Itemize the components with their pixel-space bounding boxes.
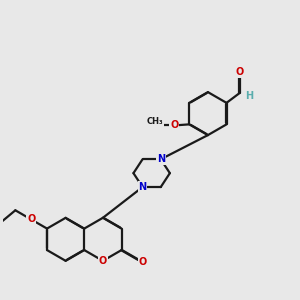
Text: O: O	[138, 257, 147, 267]
Text: O: O	[235, 67, 244, 77]
Text: N: N	[157, 154, 165, 164]
Text: O: O	[27, 214, 35, 224]
Text: N: N	[139, 182, 147, 192]
Text: O: O	[170, 120, 178, 130]
Text: H: H	[245, 92, 253, 101]
Text: CH₃: CH₃	[147, 117, 164, 126]
Text: O: O	[99, 256, 107, 266]
